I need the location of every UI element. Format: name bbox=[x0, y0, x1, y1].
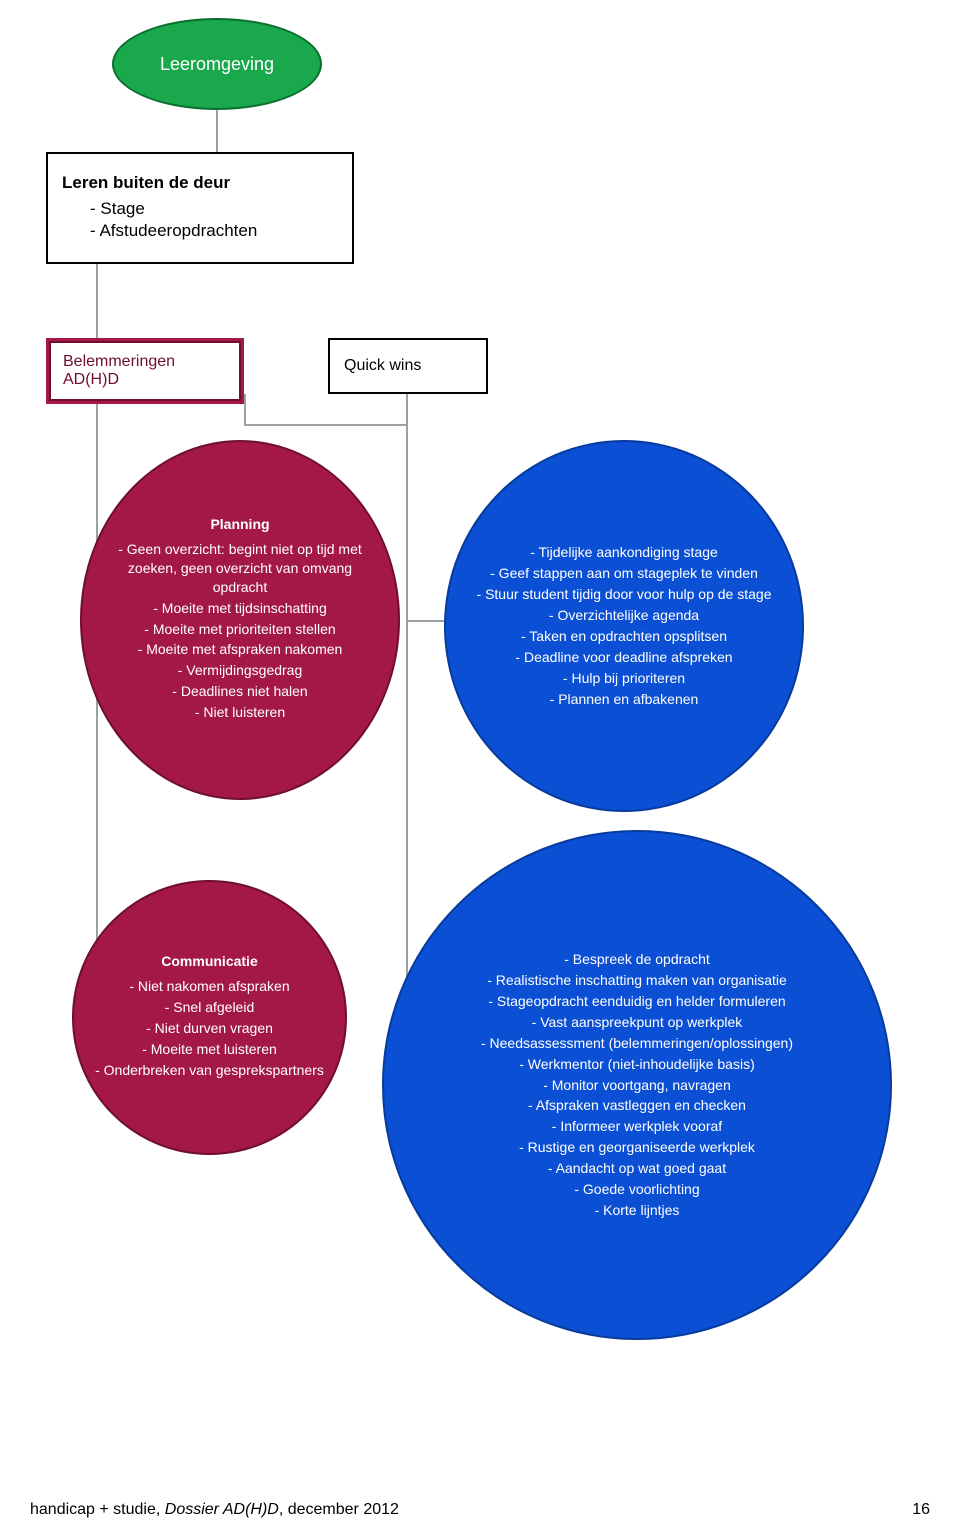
quickwins1-item: - Taken en opdrachten opsplitsen bbox=[477, 627, 772, 646]
comm-item: - Niet durven vragen bbox=[95, 1019, 324, 1038]
quickwins1-item: - Deadline voor deadline afspreken bbox=[477, 648, 772, 667]
quickwins2-item: - Aandacht op wat goed gaat bbox=[481, 1159, 793, 1178]
comm-item: - Moeite met luisteren bbox=[95, 1040, 324, 1059]
connector-line bbox=[96, 404, 98, 1014]
root-label: Leeromgeving bbox=[160, 54, 274, 75]
quickwins1-item: - Plannen en afbakenen bbox=[477, 690, 772, 709]
box1-title: Leren buiten de deur bbox=[62, 173, 338, 193]
quickwins2-item: - Vast aanspreekpunt op werkplek bbox=[481, 1013, 793, 1032]
quickwins1-item: - Tijdelijke aankondiging stage bbox=[477, 543, 772, 562]
quickwins1-item: - Geef stappen aan om stageplek te vinde… bbox=[477, 564, 772, 583]
quickwins2-item: - Stageopdracht eenduidig en helder form… bbox=[481, 992, 793, 1011]
box1-item: - Afstudeeropdrachten bbox=[62, 221, 338, 241]
quickwins2-item: - Monitor voortgang, navragen bbox=[481, 1076, 793, 1095]
belemmeringen-box: Belemmeringen AD(H)D bbox=[46, 338, 244, 404]
planning-item: - Geen overzicht: begint niet op tijd me… bbox=[102, 540, 378, 597]
box1-item: - Stage bbox=[62, 199, 338, 219]
planning-item: - Niet luisteren bbox=[102, 703, 378, 722]
quickwins2-item: - Werkmentor (niet-inhoudelijke basis) bbox=[481, 1055, 793, 1074]
quickwins1-item: - Hulp bij prioriteren bbox=[477, 669, 772, 688]
quickwins1-item: - Overzichtelijke agenda bbox=[477, 606, 772, 625]
leren-buiten-de-deur-box: Leren buiten de deur - Stage- Afstudeero… bbox=[46, 152, 354, 264]
comm-item: - Niet nakomen afspraken bbox=[95, 977, 324, 996]
quickwins2-item: - Afspraken vastleggen en checken bbox=[481, 1096, 793, 1115]
quickwins-1-node: - Tijdelijke aankondiging stage - Geef st… bbox=[444, 440, 804, 812]
connector-line bbox=[216, 110, 218, 152]
box2-title: Belemmeringen bbox=[63, 353, 227, 371]
planning-item: - Moeite met tijdsinschatting bbox=[102, 599, 378, 618]
connector-line bbox=[96, 264, 98, 338]
root-node-leeromgeving: Leeromgeving bbox=[112, 18, 322, 110]
planning-item: - Deadlines niet halen bbox=[102, 682, 378, 701]
planning-item: - Moeite met prioriteiten stellen bbox=[102, 620, 378, 639]
footer-suffix: , december 2012 bbox=[279, 1501, 399, 1518]
communicatie-node: Communicatie - Niet nakomen afspraken - S… bbox=[72, 880, 347, 1155]
quickwins2-item: - Needsassessment (belemmeringen/oplossi… bbox=[481, 1034, 793, 1053]
footer-left: handicap + studie, Dossier AD(H)D, decem… bbox=[30, 1501, 399, 1519]
comm-item: - Onderbreken van gesprekspartners bbox=[95, 1061, 324, 1080]
footer-page: 16 bbox=[912, 1501, 930, 1519]
quickwins2-item: - Informeer werkplek vooraf bbox=[481, 1117, 793, 1136]
connector-line bbox=[244, 424, 406, 426]
quickwins-2-node: - Bespreek de opdracht - Realistische ins… bbox=[382, 830, 892, 1340]
quickwins1-item: - Stuur student tijdig door voor hulp op… bbox=[477, 585, 772, 604]
quickwins2-item: - Rustige en georganiseerde werkplek bbox=[481, 1138, 793, 1157]
footer-prefix: handicap + studie, bbox=[30, 1501, 165, 1518]
planning-item: - Moeite met afspraken nakomen bbox=[102, 640, 378, 659]
connector-line bbox=[406, 620, 444, 622]
footer-doc: Dossier AD(H)D bbox=[165, 1501, 279, 1518]
quickwins2-item: - Korte lijntjes bbox=[481, 1201, 793, 1220]
box3-label: Quick wins bbox=[344, 357, 472, 375]
connector-line bbox=[406, 394, 408, 424]
quickwins2-item: - Goede voorlichting bbox=[481, 1180, 793, 1199]
connector-line bbox=[244, 394, 246, 424]
comm-item: - Snel afgeleid bbox=[95, 998, 324, 1017]
page-footer: handicap + studie, Dossier AD(H)D, decem… bbox=[30, 1501, 930, 1519]
quickwins2-item: - Bespreek de opdracht bbox=[481, 950, 793, 969]
planning-node: Planning - Geen overzicht: begint niet o… bbox=[80, 440, 400, 800]
comm-title: Communicatie bbox=[161, 953, 257, 969]
box2-subtitle: AD(H)D bbox=[63, 371, 227, 389]
quickwins-box: Quick wins bbox=[328, 338, 488, 394]
planning-title: Planning bbox=[210, 516, 269, 532]
quickwins2-item: - Realistische inschatting maken van org… bbox=[481, 971, 793, 990]
planning-item: - Vermijdingsgedrag bbox=[102, 661, 378, 680]
